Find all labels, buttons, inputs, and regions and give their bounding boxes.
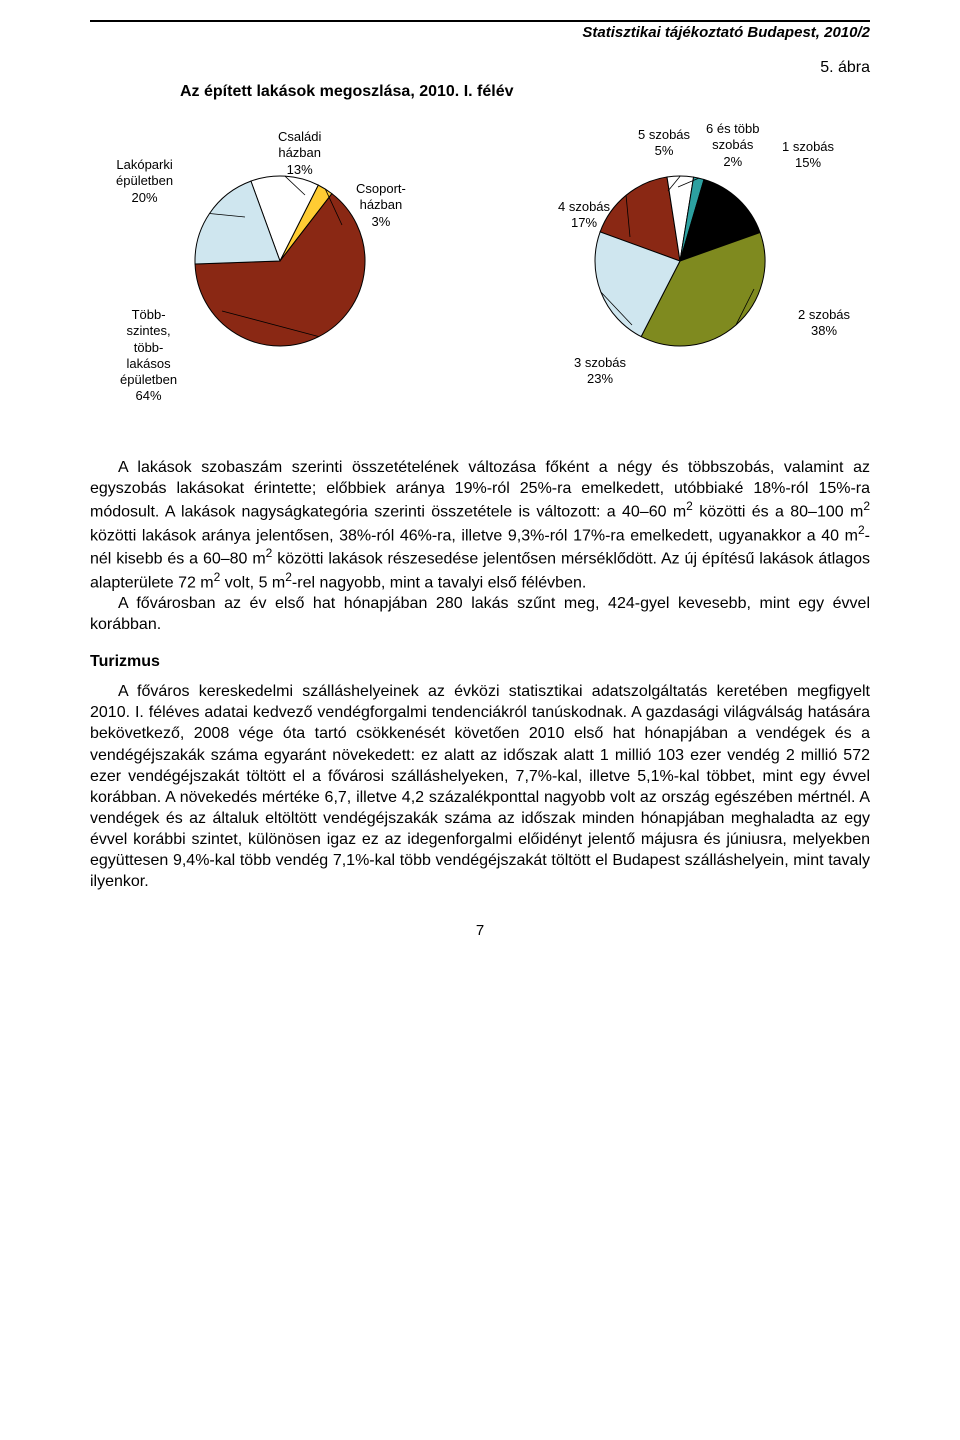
pie-slice-label: 6 és több szobás 2%	[706, 121, 760, 170]
pie-slice-label: 5 szobás 5%	[638, 127, 690, 160]
pie-chart-room-count: 5 szobás 5% 6 és több szobás 2% 1 szobás 1…	[510, 121, 850, 421]
figure-number: 5. ábra	[90, 59, 870, 77]
pie-slice-label: 2 szobás 38%	[798, 307, 850, 340]
figure-title: Az épített lakások megoszlása, 2010. I. …	[180, 83, 870, 101]
pie-slice-label: Csoport- házban 3%	[356, 181, 406, 230]
section-heading-turizmus: Turizmus	[90, 653, 870, 671]
pie-slice-label: Lakóparki épületben 20%	[116, 157, 173, 206]
body-paragraph-1: A lakások szobaszám szerinti összetételé…	[90, 457, 870, 635]
body-paragraph-2: A főváros kereskedelmi szálláshelyeinek …	[90, 681, 870, 892]
pie-slice-label: 1 szobás 15%	[782, 139, 834, 172]
pie-slice-label: 3 szobás 23%	[574, 355, 626, 388]
charts-row: Lakóparki épületben 20% Családi házban 13…	[110, 121, 870, 421]
page-number: 7	[90, 922, 870, 939]
pie-slice-label: Családi házban 13%	[278, 129, 321, 178]
pie-slice-label: 4 szobás 17%	[558, 199, 610, 232]
pie-slice-label: Több- szintes, több- lakásos épületben 6…	[120, 307, 177, 405]
running-header: Statisztikai tájékoztató Budapest, 2010/…	[90, 24, 870, 41]
pie-chart-building-type: Lakóparki épületben 20% Családi házban 13…	[110, 121, 450, 421]
